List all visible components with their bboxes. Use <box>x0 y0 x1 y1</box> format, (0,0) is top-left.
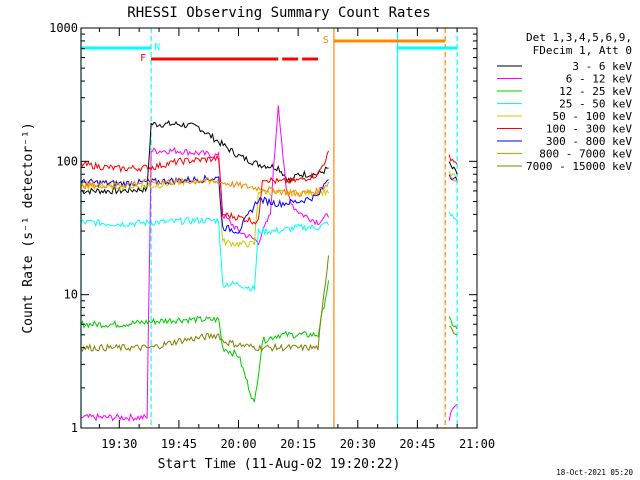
series-line-6 <box>80 174 458 234</box>
legend-label-6: 300 - 800 keV <box>546 135 632 148</box>
flag-label-S: S <box>323 35 329 46</box>
x-tick-label-6: 21:00 <box>459 437 495 451</box>
legend-label-2: 12 - 25 keV <box>559 85 632 98</box>
legend: Det 1,3,4,5,6,9,FDecim 1, Att 0 3 - 6 keV… <box>497 31 632 173</box>
x-tick-label-0: 19:30 <box>101 437 137 451</box>
legend-label-0: 3 - 6 keV <box>572 60 632 73</box>
x-tick-label-4: 20:30 <box>340 437 376 451</box>
chart-title: RHESSI Observing Summary Count Rates <box>127 5 430 21</box>
plot-frame <box>80 27 478 429</box>
y-tick-label-3: 1000 <box>49 21 78 35</box>
legend-label-8: 7000 - 15000 keV <box>526 160 632 173</box>
timestamp: 18-Oct-2021 05:20 <box>556 468 633 477</box>
x-tick-label-1: 19:45 <box>161 437 197 451</box>
legend-header-1: FDecim 1, Att 0 <box>533 44 632 57</box>
series-line-8 <box>80 255 458 353</box>
y-axis-label: Count Rate (s⁻¹ detector⁻¹) <box>21 122 36 333</box>
y-tick-label-2: 100 <box>56 154 78 168</box>
x-axis-label: Start Time (11-Aug-02 19:20:22) <box>158 457 401 472</box>
x-tick-label-2: 20:00 <box>220 437 256 451</box>
y-tick-label-0: 1 <box>71 421 78 435</box>
legend-label-3: 25 - 50 keV <box>559 98 632 111</box>
legend-label-4: 50 - 100 keV <box>553 110 633 123</box>
x-tick-label-3: 20:15 <box>280 437 316 451</box>
series-line-2 <box>80 280 458 403</box>
y-tick-label-1: 10 <box>64 288 78 302</box>
flag-label-N: N <box>154 42 160 53</box>
series-line-7 <box>80 176 458 197</box>
flag-label-F: F <box>140 53 146 64</box>
plot-area: NF S <box>80 28 458 428</box>
x-tick-label-5: 20:45 <box>399 437 435 451</box>
axes: 1 10 100 1000 19:30 19:45 20:00 20:15 20:30 20:45… <box>49 21 495 451</box>
legend-header-0: Det 1,3,4,5,6,9, <box>526 31 632 44</box>
legend-label-1: 6 - 12 keV <box>566 73 633 86</box>
series-line-1 <box>80 105 458 422</box>
legend-label-5: 100 - 300 keV <box>546 123 632 136</box>
legend-label-7: 800 - 7000 keV <box>539 148 632 161</box>
series-line-3 <box>80 211 458 292</box>
series-line-5 <box>80 150 458 225</box>
series-line-0 <box>80 120 458 196</box>
